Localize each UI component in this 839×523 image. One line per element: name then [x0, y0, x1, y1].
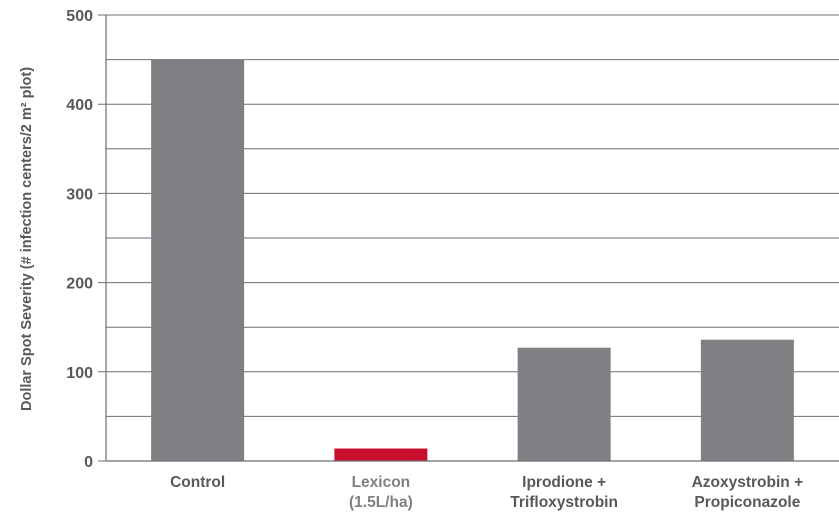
- x-category-labels: Control Lexicon (1.5L/ha) Iprodione + Triflo…: [170, 474, 803, 511]
- x-category-label: Lexicon (1.5L/ha): [349, 474, 413, 511]
- y-tick-label: 400: [66, 97, 93, 114]
- bar: [700, 339, 794, 461]
- bar: [334, 448, 428, 461]
- y-tick-label: 0: [84, 454, 93, 471]
- x-category-label: Azoxystrobin + Propiconazole: [692, 474, 804, 511]
- y-tick-labels: 0 100 200 300 400 500: [66, 8, 93, 471]
- y-tick-label: 200: [66, 276, 93, 293]
- y-tick-label: 500: [66, 8, 93, 25]
- x-category-label: Control: [170, 474, 225, 491]
- x-category-label: Iprodione + Trifloxystrobin: [510, 474, 618, 511]
- y-tick-label: 300: [66, 186, 93, 203]
- axes: [105, 15, 839, 462]
- bars: [151, 59, 794, 461]
- bar: [151, 59, 245, 461]
- y-axis-label: Dollar Spot Severity (# infection center…: [19, 67, 35, 411]
- y-tick-label: 100: [66, 365, 93, 382]
- bar: [517, 347, 611, 461]
